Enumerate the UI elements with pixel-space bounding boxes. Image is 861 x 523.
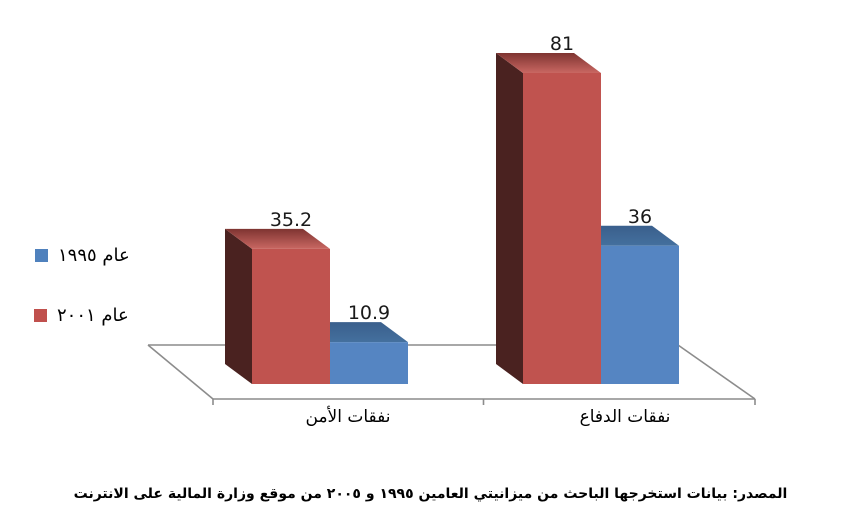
legend-item-1995: عام ١٩٩٥	[35, 245, 130, 266]
source-note: المصدر: بيانات استخرجها الباحث من ميزاني…	[73, 486, 788, 502]
bar-front-1-1	[523, 72, 601, 385]
bar-front-1-0	[252, 248, 330, 384]
category-label-security: نفقات الأمن	[305, 407, 391, 427]
category-label-defense: نفقات الدفاع	[579, 407, 671, 427]
bar-front-0-0	[330, 342, 408, 384]
floor-left-edge	[147, 344, 214, 400]
value-label-1-1: 81	[550, 33, 574, 55]
bar-side-1-0	[225, 228, 252, 384]
floor-right-edge	[677, 344, 756, 400]
legend-label-2001: عام ٢٠٠١	[57, 305, 129, 326]
value-label-0-1: 36	[628, 206, 652, 228]
bar-top-1-0	[225, 228, 330, 249]
legend-label-1995: عام ١٩٩٥	[58, 245, 130, 266]
bars-layer: 10.9 35.2 36 81	[225, 33, 679, 385]
value-label-0-0: 10.9	[348, 302, 390, 324]
value-label-1-0: 35.2	[270, 209, 312, 231]
bar-front-0-1	[601, 245, 679, 384]
bar-top-1-1	[496, 52, 601, 73]
bar-side-1-1	[496, 52, 523, 385]
legend-item-2001: عام ٢٠٠١	[34, 305, 129, 326]
legend-key-1995-icon	[35, 249, 48, 262]
legend-key-2001-icon	[34, 309, 47, 322]
